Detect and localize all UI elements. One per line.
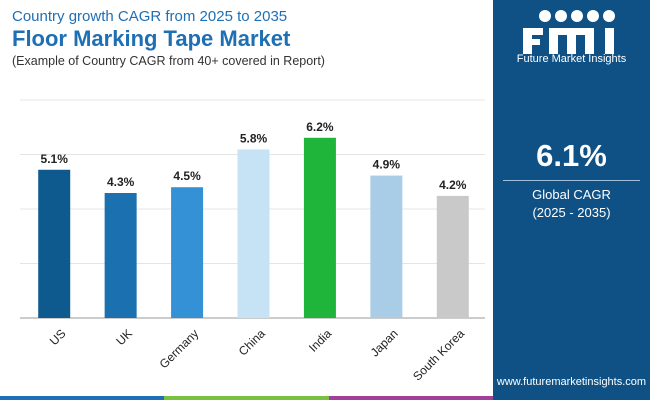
data-label: 4.3%: [107, 175, 135, 189]
logo-text: Future Market Insights: [516, 53, 627, 65]
bar-south-korea: [436, 195, 469, 318]
bar-uk: [104, 193, 137, 318]
bar-germany: [171, 187, 204, 318]
bottom-bar-segment: [0, 396, 165, 400]
x-tick-label: US: [47, 326, 69, 348]
bottom-bar-segment: [328, 396, 493, 400]
bar-china: [237, 149, 270, 318]
website-url: www.futuremarketinsights.com: [496, 376, 647, 388]
bar-us: [38, 169, 71, 318]
data-label: 5.1%: [41, 152, 69, 166]
chart-subtitle: Country growth CAGR from 2025 to 2035: [12, 8, 288, 25]
x-tick-label: UK: [113, 326, 135, 348]
side-panel: Future Market Insights 6.1% Global CAGR …: [493, 0, 650, 400]
x-tick-label: China: [236, 326, 268, 358]
bar-chart: 5.1% US 4.3% UK 4.5% Germany 5.8% China 6.2% Indi…: [20, 99, 485, 384]
bottom-color-bar: [0, 396, 493, 400]
bar-india: [303, 137, 336, 318]
bar-japan: [370, 175, 403, 318]
data-label: 4.5%: [173, 169, 201, 183]
chart-title: Floor Marking Tape Market: [12, 26, 291, 51]
bottom-bar-segment: [164, 396, 329, 400]
global-cagr-label-line2: (2025 - 2035): [532, 205, 611, 220]
chart-header: Country growth CAGR from 2025 to 2035 Fl…: [12, 8, 482, 70]
x-tick-label: Germany: [157, 326, 202, 371]
x-tick-label: India: [306, 326, 335, 355]
x-tick-label: South Korea: [410, 326, 467, 383]
x-tick-label: Japan: [368, 326, 401, 359]
data-label: 6.2%: [306, 120, 334, 134]
chart-note: (Example of Country CAGR from 40+ covere…: [12, 54, 325, 68]
global-cagr-label-line1: Global CAGR: [532, 187, 611, 202]
data-label: 5.8%: [240, 131, 268, 145]
fmi-logo-icon: [523, 10, 615, 54]
panel-divider: [503, 180, 640, 181]
data-label: 4.2%: [439, 178, 467, 192]
global-cagr-value: 6.1%: [536, 138, 607, 173]
global-cagr-label: Global CAGR (2025 - 2035): [493, 186, 650, 222]
data-label: 4.9%: [373, 158, 401, 172]
